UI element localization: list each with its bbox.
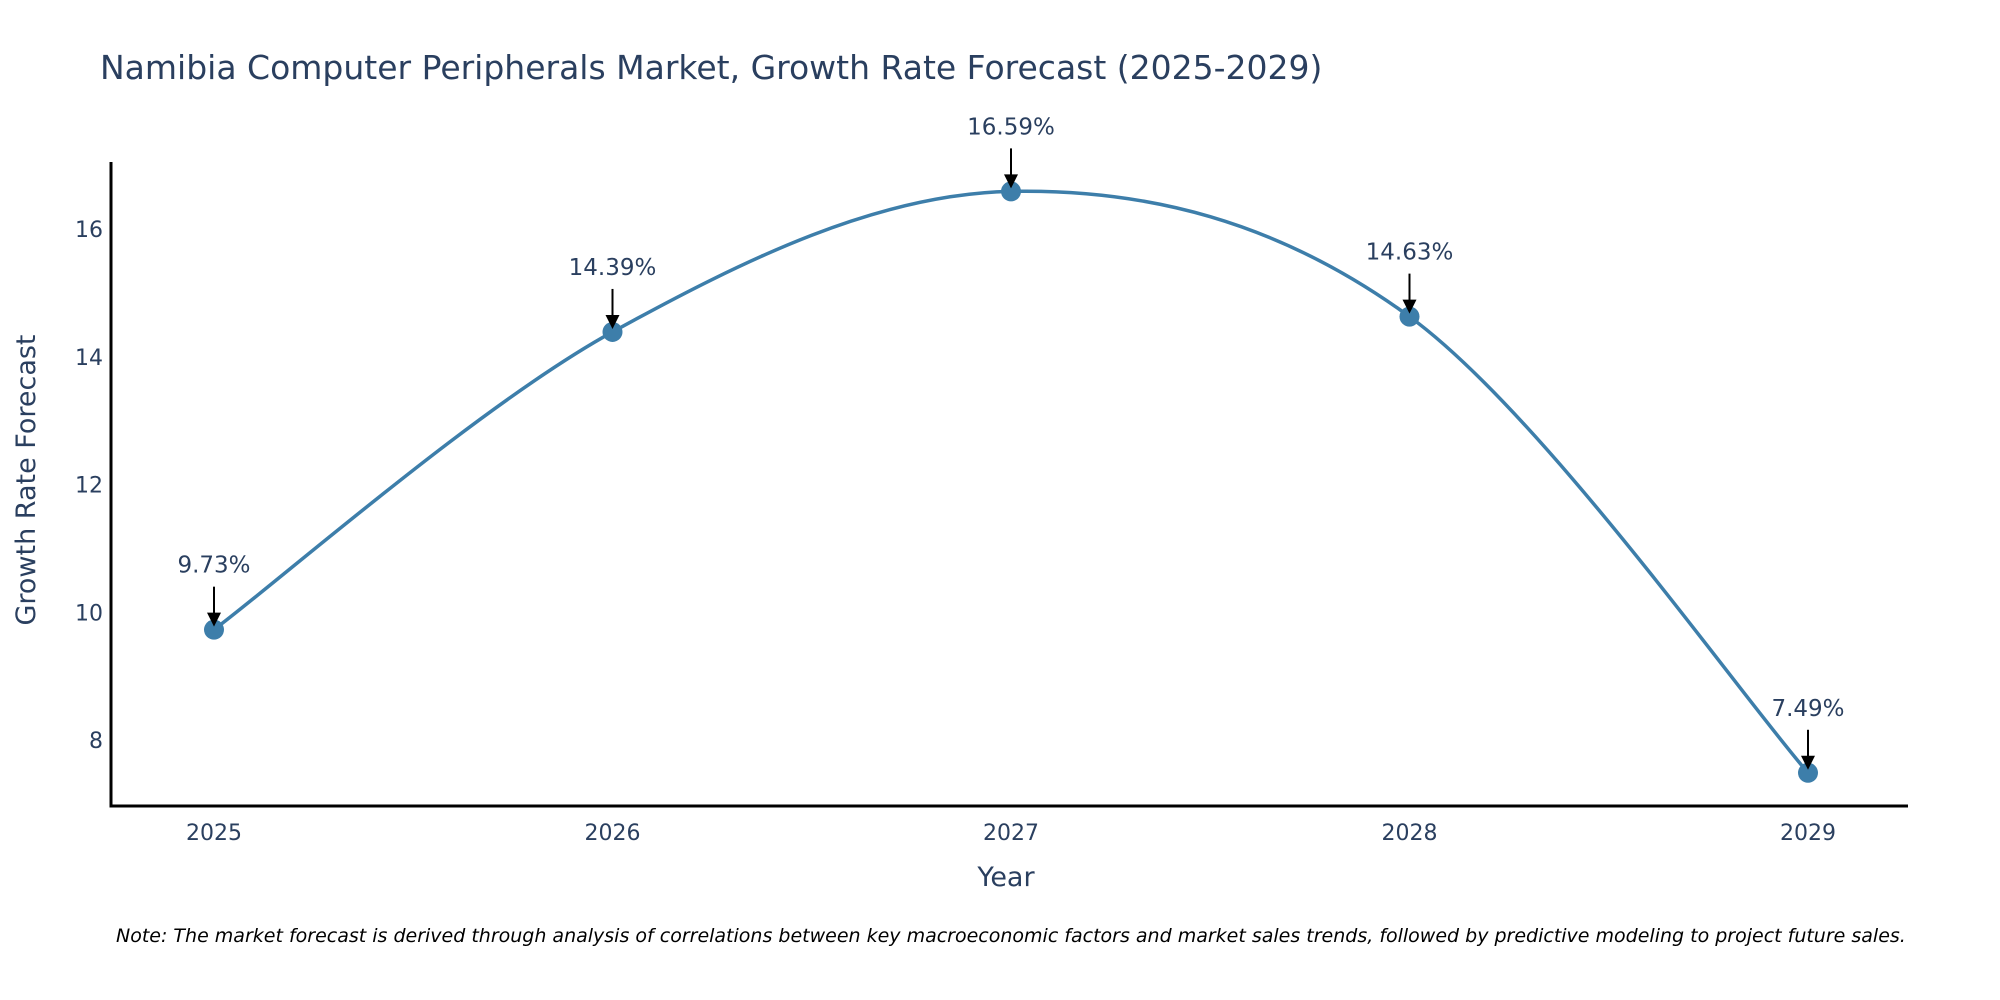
- data-label: 14.39%: [569, 255, 657, 281]
- x-axis-title: Year: [976, 862, 1035, 893]
- x-tick-label: 2028: [1382, 821, 1438, 846]
- annotation-arrow-head: [605, 314, 620, 329]
- y-tick-label: 14: [75, 346, 103, 371]
- chart-title: Namibia Computer Peripherals Market, Gro…: [100, 48, 1322, 87]
- data-point: [1798, 762, 1818, 783]
- annotation-arrow-head: [1402, 299, 1417, 314]
- data-point: [1001, 181, 1021, 202]
- x-axis-ticks: 2025 2026 2027 2028 2029: [186, 821, 1836, 846]
- x-tick-label: 2027: [983, 821, 1039, 846]
- y-tick-label: 10: [75, 601, 103, 626]
- x-tick-label: 2026: [585, 821, 641, 846]
- y-tick-label: 16: [75, 218, 103, 243]
- x-tick-label: 2029: [1780, 821, 1836, 846]
- x-tick-label: 2025: [186, 821, 242, 846]
- y-axis-ticks: 8 10 12 14 16: [75, 218, 103, 754]
- data-point: [602, 321, 623, 342]
- y-tick-label: 12: [75, 474, 103, 499]
- data-label: 9.73%: [177, 553, 250, 579]
- annotation-arrow-head: [207, 612, 221, 627]
- annotation-arrow-head: [1801, 755, 1815, 770]
- data-label: 7.49%: [1771, 696, 1844, 722]
- series-markers: [204, 181, 1818, 783]
- data-label: 16.59%: [967, 114, 1055, 140]
- data-point: [204, 619, 224, 640]
- y-axis-title: Growth Rate Forecast: [11, 334, 42, 625]
- annotation-arrow-head: [1004, 174, 1018, 189]
- series-line: [212, 189, 1810, 774]
- footnote: Note: The market forecast is derived thr…: [116, 925, 1906, 947]
- data-label: 14.63%: [1366, 240, 1454, 266]
- data-labels: 9.73% 14.39% 16.59% 14.63% 7.49%: [177, 114, 1845, 770]
- y-tick-label: 8: [89, 729, 103, 754]
- data-point: [1399, 306, 1420, 327]
